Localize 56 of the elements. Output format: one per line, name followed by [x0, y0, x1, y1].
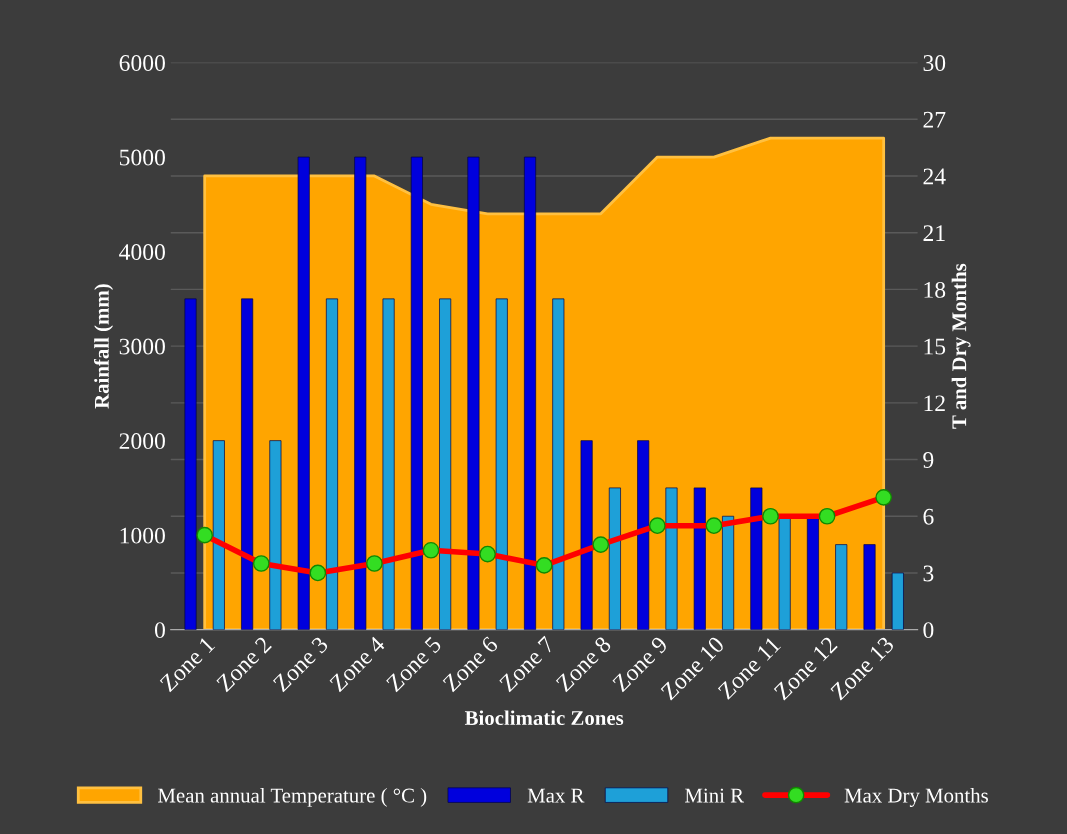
- bar: [382, 298, 395, 630]
- bar: [241, 298, 254, 630]
- y-axis-title: Rainfall (mm): [93, 284, 114, 409]
- y2-tick-label: 15: [924, 338, 946, 355]
- y2-tick-label: 27: [923, 111, 946, 128]
- bar: [693, 487, 706, 630]
- y2-tick-label: 6: [923, 508, 934, 525]
- y2-tick-label: 30: [923, 55, 946, 71]
- y-tick-label: 2000: [119, 433, 165, 450]
- x-tick-label: Zone 2: [215, 635, 273, 693]
- bar: [750, 487, 763, 630]
- bar: [467, 156, 480, 630]
- bar: [835, 544, 848, 630]
- x-axis-title: Bioclimatic Zones: [464, 710, 624, 726]
- legend-label: Max R: [527, 788, 585, 803]
- bar: [608, 487, 621, 630]
- y2-tick-label: 0: [923, 622, 934, 639]
- bar: [495, 298, 508, 630]
- bar: [891, 572, 904, 630]
- bar: [637, 440, 650, 630]
- y-tick-label: 5000: [120, 149, 165, 166]
- legend-label: Max Dry Months: [844, 787, 988, 807]
- bar: [552, 298, 565, 630]
- bar: [297, 156, 310, 630]
- y-tick-label: 1000: [120, 527, 165, 544]
- bar: [410, 156, 423, 630]
- bar: [722, 515, 735, 630]
- y-tick-label: 3000: [119, 338, 165, 355]
- y2-tick-label: 21: [923, 225, 945, 241]
- legend-label: Mean annual Temperature ( °C ): [158, 787, 427, 807]
- x-tick-label: Zone 5: [385, 635, 443, 693]
- bar: [354, 156, 367, 630]
- x-tick-label: Zone 6: [442, 635, 499, 693]
- y-tick-label: 4000: [119, 244, 165, 261]
- bar: [325, 298, 338, 630]
- bar: [580, 440, 593, 630]
- x-tick-label: Zone 7: [498, 635, 556, 693]
- bar: [212, 440, 225, 630]
- y2-tick-label: 18: [924, 281, 946, 298]
- y2-axis-title: T and Dry Months: [951, 263, 971, 429]
- x-tick-label: Zone 3: [272, 635, 329, 693]
- bar: [524, 156, 537, 630]
- legend-label: Mini R: [685, 788, 745, 803]
- y2-tick-label: 24: [923, 168, 946, 185]
- y2-tick-label: 12: [924, 395, 945, 412]
- x-tick-label: Zone 8: [555, 635, 612, 693]
- bar: [269, 440, 282, 630]
- y-tick-label: 6000: [119, 55, 165, 71]
- x-tick-label: Zone 4: [328, 635, 386, 693]
- bar: [863, 544, 876, 630]
- y2-tick-label: 9: [923, 452, 934, 468]
- y2-tick-label: 3: [923, 565, 934, 582]
- bar: [184, 298, 197, 630]
- bar: [439, 298, 452, 630]
- y-tick-label: 0: [154, 622, 165, 639]
- bar: [665, 487, 678, 630]
